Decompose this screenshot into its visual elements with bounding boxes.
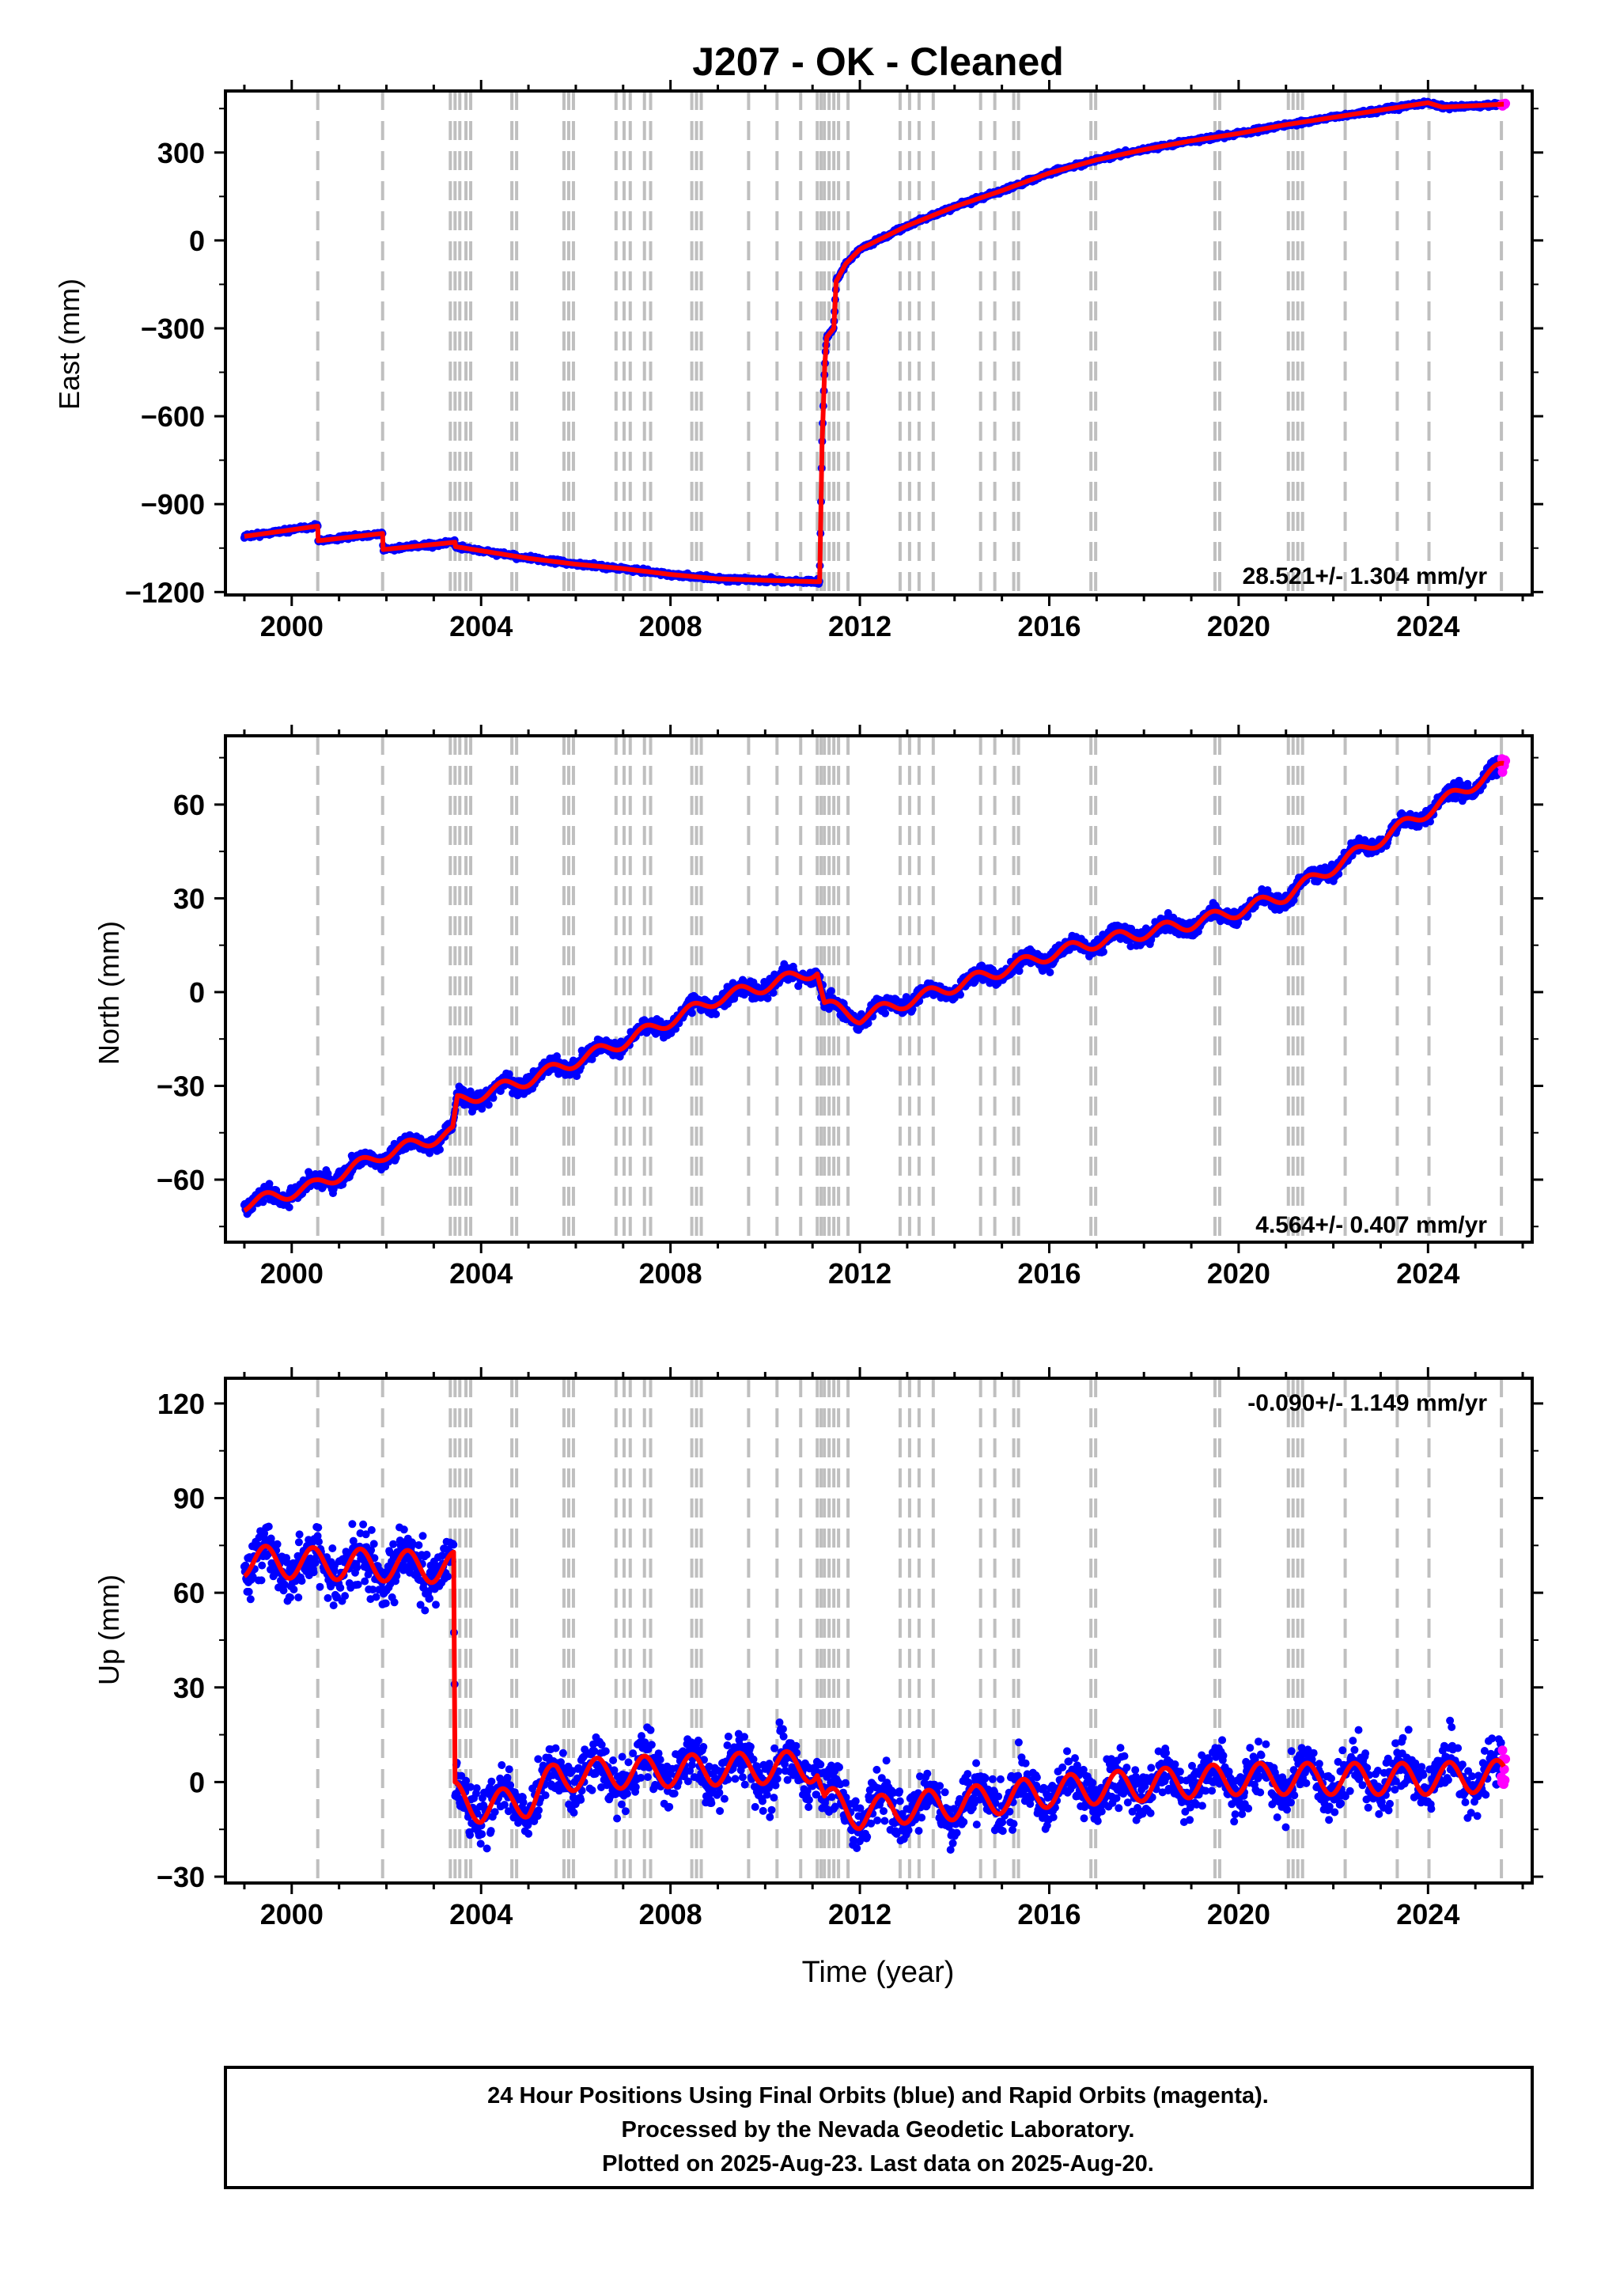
north-data-point <box>712 1010 721 1018</box>
up-data-point <box>311 1559 320 1567</box>
east-event-lines <box>316 91 1504 595</box>
north-data-point <box>484 1101 493 1109</box>
north-data-point <box>1046 968 1054 976</box>
east-y-tick-label: 0 <box>189 225 205 257</box>
north-data-point <box>881 1009 890 1017</box>
north-y-tick-label: −60 <box>157 1164 205 1196</box>
up-data-point <box>294 1593 303 1602</box>
up-data-point <box>309 1568 318 1577</box>
north-data-point <box>489 1093 498 1102</box>
east-x-tick-label: 2008 <box>639 610 702 642</box>
north-x-tick-label: 2000 <box>260 1257 324 1290</box>
east-x-tick-label: 2012 <box>828 610 891 642</box>
up-data-point <box>273 1540 282 1548</box>
up-data-point <box>315 1537 323 1546</box>
east-y-tick-label: −1200 <box>125 576 205 608</box>
north-y-axis-label: North (mm) <box>93 921 125 1065</box>
up-data-point <box>244 1587 253 1596</box>
north-x-tick-label: 2008 <box>639 1257 702 1290</box>
up-data-point <box>257 1576 266 1585</box>
north-y-tick-label: 60 <box>173 789 205 821</box>
up-data-point <box>328 1544 337 1552</box>
up-data-point <box>314 1523 323 1532</box>
north-x-tick-label: 2024 <box>1396 1257 1459 1290</box>
up-data-point <box>324 1593 332 1602</box>
east-x-tick-label: 2004 <box>449 610 513 642</box>
north-y-tick-label: 0 <box>189 976 205 1009</box>
north-y-tick-label: −30 <box>157 1070 205 1102</box>
up-data-point <box>286 1593 295 1602</box>
up-data-point <box>316 1582 324 1591</box>
up-data-point <box>264 1522 273 1531</box>
north-data-point <box>827 987 835 995</box>
up-data-point <box>295 1530 304 1539</box>
east-panel: 2000 2004 2008 2012 2016 2020 2024 −1200 −900 −60… <box>53 80 1543 642</box>
up-data-point <box>290 1586 298 1593</box>
east-y-tick-label: −900 <box>141 488 205 521</box>
east-y-tick-label: −600 <box>141 400 205 433</box>
east-x-tick-label: 2024 <box>1396 610 1459 642</box>
up-data-point <box>297 1577 306 1586</box>
up-data-point <box>336 1583 345 1592</box>
up-data-point <box>329 1601 338 1610</box>
east-rate-label: 28.521+/- 1.304 mm/yr <box>1243 563 1488 589</box>
east-x-tick-label: 2020 <box>1207 610 1270 642</box>
east-y-tick-label: 300 <box>157 137 205 169</box>
east-x-tick-label: 2000 <box>260 610 324 642</box>
north-data-point <box>285 1203 293 1211</box>
up-data-point <box>246 1595 255 1604</box>
north-x-tick-label: 2004 <box>449 1257 513 1290</box>
north-y-tick-label: 30 <box>173 882 205 915</box>
up-data-point <box>294 1538 303 1547</box>
north-x-tick-label: 2012 <box>828 1257 891 1290</box>
north-data-point <box>436 1146 444 1154</box>
chart-title: J207 - OK - Cleaned <box>692 40 1064 84</box>
north-data-point <box>1100 948 1107 956</box>
north-rate-label: 4.564+/- 0.407 mm/yr <box>1255 1212 1487 1238</box>
east-x-tick-label: 2016 <box>1017 610 1081 642</box>
east-y-tick-label: −300 <box>141 313 205 345</box>
north-data-point <box>259 1198 267 1207</box>
north-x-tick-label: 2020 <box>1207 1257 1270 1290</box>
north-data-point <box>687 1009 696 1017</box>
up-data-point <box>258 1561 267 1570</box>
east-y-axis-label: East (mm) <box>53 278 85 410</box>
north-x-tick-label: 2016 <box>1017 1257 1081 1290</box>
